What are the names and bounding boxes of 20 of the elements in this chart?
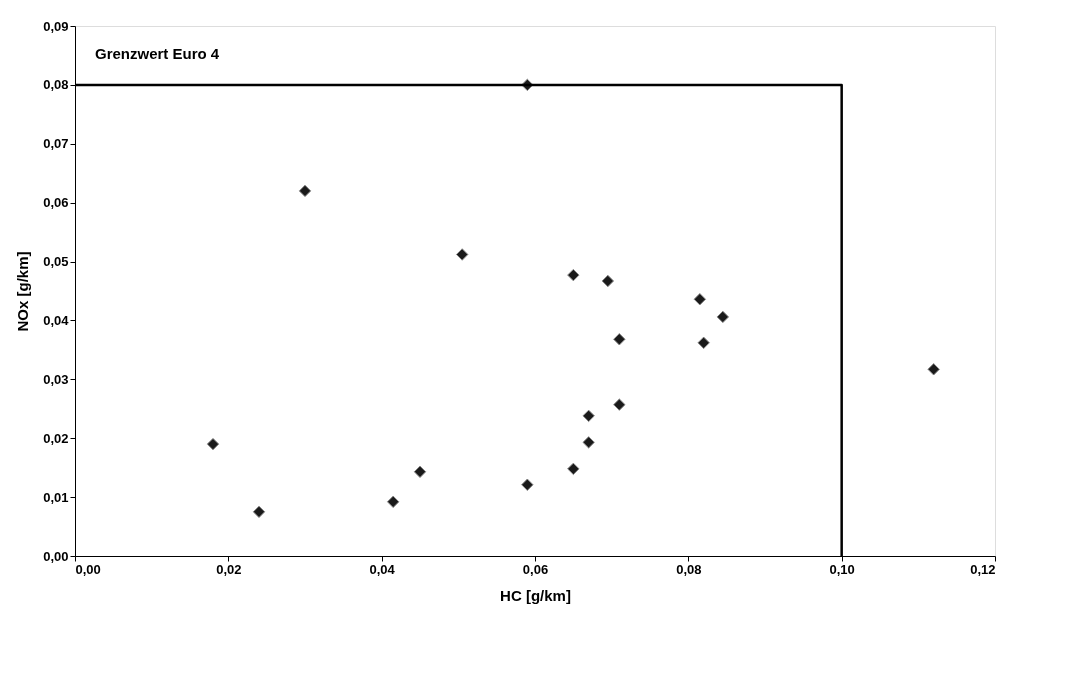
- x-axis-title: HC [g/km]: [500, 586, 571, 604]
- y-axis-title: NOx [g/km]: [14, 251, 32, 332]
- x-tick-label: 0,10: [829, 561, 855, 577]
- y-tick-label: 0,02: [43, 430, 69, 446]
- x-tick-label: 0,00: [75, 561, 101, 577]
- y-tick-label: 0,08: [43, 77, 69, 93]
- y-tick-label: 0,03: [43, 371, 69, 387]
- y-tick-label: 0,07: [43, 136, 69, 152]
- x-tick-label: 0,04: [369, 561, 396, 577]
- y-tick-label: 0,04: [43, 312, 70, 328]
- y-tick-label: 0,06: [43, 195, 69, 211]
- y-tick-label: 0,05: [43, 254, 69, 270]
- y-tick-label: 0,09: [43, 18, 69, 34]
- x-tick-label: 0,02: [216, 561, 242, 577]
- annotation: Grenzwert Euro 4: [95, 45, 220, 62]
- y-tick-label: 0,00: [43, 548, 69, 564]
- x-tick-label: 0,08: [676, 561, 702, 577]
- y-tick-label: 0,01: [43, 489, 69, 505]
- x-tick-label: 0,12: [970, 561, 996, 577]
- x-tick-label: 0,06: [522, 561, 549, 577]
